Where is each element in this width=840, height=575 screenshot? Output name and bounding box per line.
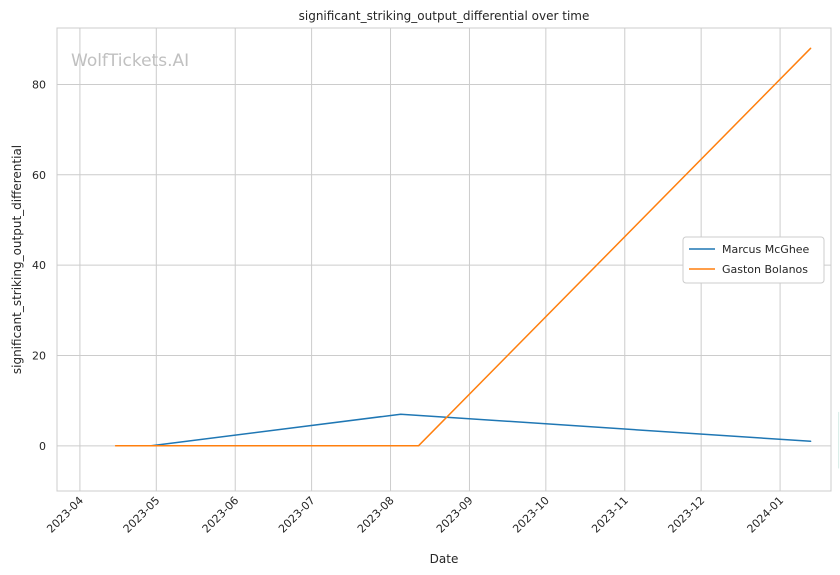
x-tick-label: 2023-04	[44, 494, 86, 536]
x-tick-label: 2023-08	[355, 494, 397, 536]
legend-box	[682, 236, 825, 284]
y-tick-label: 20	[32, 349, 46, 362]
x-tick-label: 2023-10	[510, 494, 552, 536]
watermark-text: WolfTickets.AI	[71, 51, 189, 71]
chart-title: significant_striking_output_differential…	[299, 9, 590, 23]
plot-frame	[56, 27, 832, 492]
y-tick-label: 80	[32, 78, 46, 91]
legend-entry-marcus-mcghee: Marcus McGhee	[722, 243, 810, 256]
x-tick-label: 2024-01	[745, 494, 787, 536]
series-lines	[114, 47, 840, 469]
legend-entry-gaston-bolanos: Gaston Bolanos	[722, 263, 808, 276]
legend: Marcus McGhee Gaston Bolanos	[682, 236, 825, 284]
x-axis-label: Date	[430, 552, 459, 566]
x-tick-label: 2023-06	[200, 494, 242, 536]
y-tick-label: 0	[39, 440, 46, 453]
tick-labels: 2023-04 2023-05 2023-06 2023-07 2023-08 2023-…	[32, 78, 786, 535]
y-tick-label: 40	[32, 259, 46, 272]
y-axis-label: significant_striking_output_differential	[10, 145, 24, 374]
x-tick-label: 2023-07	[276, 494, 318, 536]
y-tick-label: 60	[32, 169, 46, 182]
series-line-marcus-mcghee	[150, 413, 812, 447]
series-line-gaston-bolanos	[114, 47, 812, 447]
x-tick-label: 2023-05	[121, 494, 163, 536]
x-tick-label: 2023-11	[589, 494, 631, 536]
x-tick-label: 2023-12	[666, 494, 708, 536]
x-tick-label: 2023-09	[434, 494, 476, 536]
